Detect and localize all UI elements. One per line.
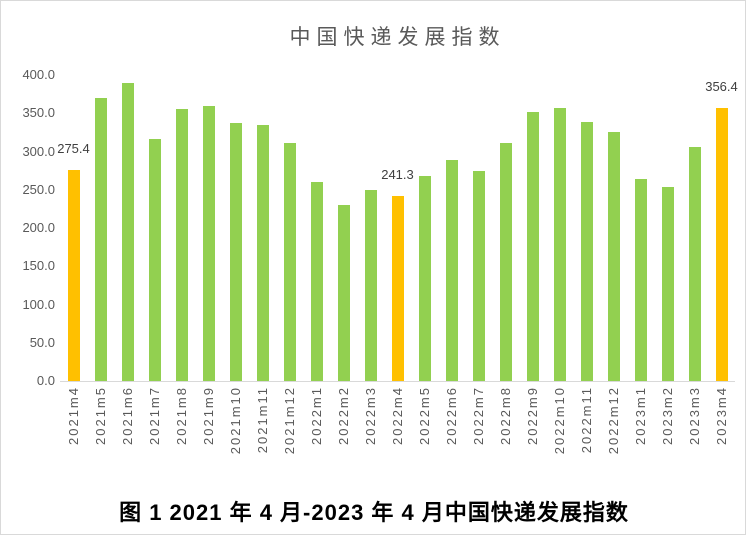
bar [580,122,593,381]
x-axis-category-label: 2022m9 [524,386,540,445]
y-axis-tick-label: 250.0 [22,181,55,197]
x-axis-category-label: 2022m10 [551,386,567,455]
bar [310,182,323,381]
bar-highlighted [715,108,728,381]
x-axis-category-label: 2022m3 [362,386,378,445]
x-axis-category-label: 2022m1 [308,386,324,445]
y-axis-tick-label: 150.0 [22,258,55,274]
bar [337,205,350,381]
bar [256,124,269,381]
y-axis-tick-label: 300.0 [22,143,55,159]
bar [121,82,134,381]
x-axis-category-label: 2023m4 [713,386,729,445]
y-axis-tick-label: 100.0 [22,296,55,312]
bar [661,186,674,381]
bar [472,170,485,381]
x-axis-category-label: 2022m5 [416,386,432,445]
bar [634,179,647,381]
y-axis-tick-label: 350.0 [22,105,55,121]
x-axis-category-label: 2021m10 [227,386,243,455]
data-label: 241.3 [381,167,414,183]
x-axis-category-label: 2021m7 [146,386,162,445]
bar [499,143,512,381]
x-axis-category-label: 2023m1 [632,386,648,445]
x-axis-category-label: 2022m12 [605,386,621,455]
bar [94,97,107,381]
plot-area [60,75,735,382]
x-axis-category-label: 2022m7 [470,386,486,445]
chart-title: 中国快递发展指数 [289,26,506,49]
x-axis-category-label: 2022m11 [578,386,594,454]
bar [175,108,188,381]
x-axis-category-label: 2022m4 [389,386,405,445]
x-axis-category-label: 2023m2 [659,386,675,445]
y-axis-tick-label: 50.0 [29,334,55,350]
x-axis-category-label: 2021m12 [281,386,297,455]
y-axis-tick-label: 400.0 [22,67,55,82]
bar-highlighted [391,196,404,381]
bar [148,139,161,381]
y-axis-tick-label: 200.0 [22,220,55,235]
bar [202,105,215,381]
bar [418,175,431,381]
x-axis-category-label: 2021m11 [254,386,270,454]
bar [283,143,296,381]
bar [526,111,539,381]
x-axis-category-label: 2021m6 [119,386,135,445]
data-label: 275.4 [57,141,90,157]
figure-caption: 图 1 2021 年 4 月-2023 年 4 月中国快递发展指数 [119,500,629,525]
x-axis-category-label: 2021m4 [65,386,81,445]
bar [553,107,566,381]
x-axis-category-label: 2021m9 [200,386,216,445]
x-axis-category-label: 2022m2 [335,386,351,445]
bar [607,131,620,381]
x-axis-category-label: 2023m3 [686,386,702,445]
x-axis-category-label: 2021m5 [92,386,108,445]
bar [688,146,701,381]
bar-highlighted [67,170,80,381]
data-label: 356.4 [705,79,738,95]
bar [364,189,377,381]
x-axis-category-label: 2022m6 [443,386,459,445]
y-axis-tick-label: 0.0 [36,373,55,388]
bar [229,123,242,381]
x-axis-category-label: 2021m8 [173,386,189,445]
x-axis-category-label: 2022m8 [497,386,513,445]
bar [445,159,458,381]
